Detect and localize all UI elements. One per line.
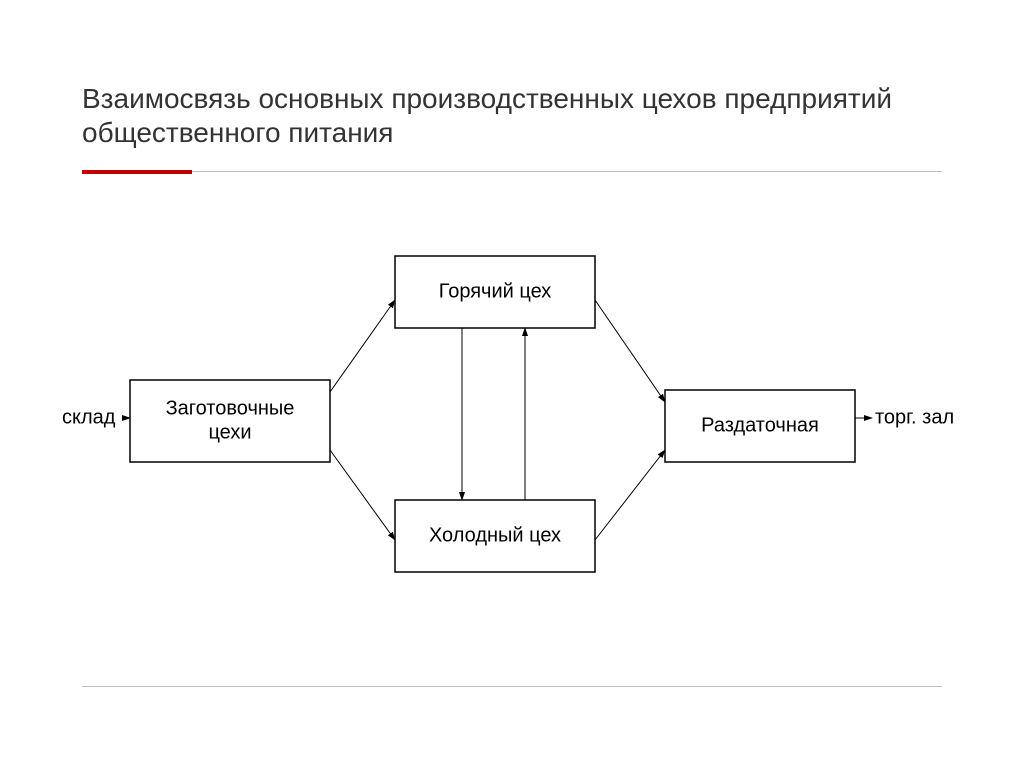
edge-6 — [595, 450, 665, 540]
node-razd: Раздаточная — [665, 390, 855, 462]
node-cold: Холодный цех — [395, 500, 595, 572]
label-sklad: склад — [62, 406, 116, 428]
edge-5 — [595, 300, 665, 402]
node-hot: Горячий цех — [395, 256, 595, 328]
nodes: склад Заготовочныецехи Горячий цех Холодный… — [62, 256, 954, 572]
node-zag-label-0: Заготовочные — [166, 397, 295, 419]
node-zag: Заготовочныецехи — [130, 380, 330, 462]
node-razd-label-0: Раздаточная — [701, 414, 819, 436]
footer-rule — [82, 686, 942, 687]
node-cold-label-0: Холодный цех — [429, 524, 561, 546]
flowchart-diagram: склад Заготовочныецехи Горячий цех Холодный… — [0, 0, 1024, 767]
edge-1 — [330, 300, 395, 392]
node-zag-label-1: цехи — [208, 421, 251, 443]
slide: Взаимосвязь основных производственных це… — [0, 0, 1024, 767]
node-hot-label-0: Горячий цех — [439, 280, 552, 302]
edge-2 — [330, 450, 395, 540]
label-torg: торг. зал — [875, 406, 954, 428]
